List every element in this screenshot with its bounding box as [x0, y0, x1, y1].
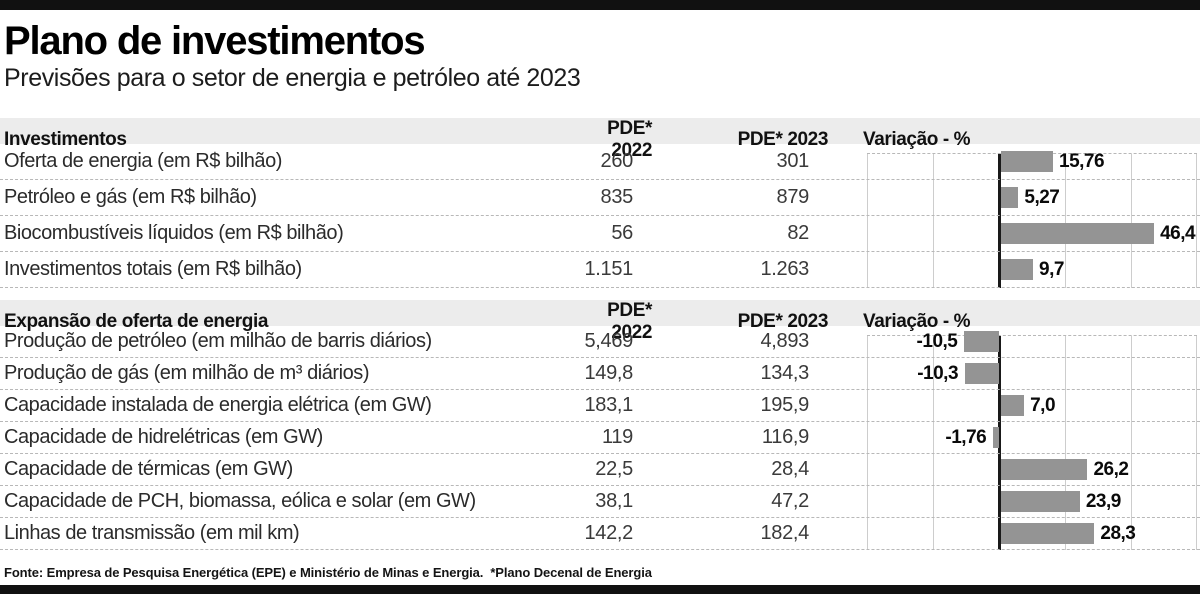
- value-pde-2023: 1.263: [760, 258, 809, 280]
- variation-value-label: 7,0: [1030, 394, 1056, 416]
- column-header-variation: Variação - %: [863, 129, 971, 150]
- variation-chart-cell: 46,4: [854, 216, 1200, 251]
- variation-bar: [1001, 395, 1025, 416]
- value-pde-2022: 142,2: [584, 522, 633, 544]
- section-body: Oferta de energia (em R$ bilhão) 260 301…: [0, 144, 1200, 288]
- page-title: Plano de investimentos: [4, 19, 426, 63]
- variation-value-label: -10,5: [916, 330, 958, 352]
- table-row: Oferta de energia (em R$ bilhão) 260 301…: [0, 144, 1200, 180]
- value-pde-2023: 47,2: [771, 490, 809, 512]
- table-row: Produção de gás (em milhão de m³ diários…: [0, 358, 1200, 390]
- variation-chart-cell: 9,7: [854, 252, 1200, 287]
- variation-bar: [993, 427, 999, 448]
- variation-bar: [1001, 459, 1088, 480]
- value-pde-2023: 4,893: [760, 330, 809, 352]
- table-row: Capacidade de PCH, biomassa, eólica e so…: [0, 486, 1200, 518]
- table-row: Biocombustíveis líquidos (em R$ bilhão) …: [0, 216, 1200, 252]
- value-pde-2022: 5,469: [584, 330, 633, 352]
- value-pde-2023: 195,9: [760, 394, 809, 416]
- variation-bar: [1001, 187, 1019, 208]
- variation-bar: [1001, 491, 1080, 512]
- column-header-pde-2023: PDE* 2023: [737, 311, 829, 332]
- section-expansao: Expansão de oferta de energia PDE* 2022 …: [0, 300, 1200, 550]
- variation-bar: [1001, 151, 1053, 172]
- page-subtitle: Previsões para o setor de energia e petr…: [4, 64, 581, 92]
- value-pde-2023: 82: [787, 222, 809, 244]
- value-pde-2022: 835: [600, 186, 634, 208]
- value-pde-2022: 119: [602, 426, 633, 448]
- row-label: Produção de petróleo (em milhão de barri…: [4, 330, 432, 352]
- variation-chart-cell: 5,27: [854, 180, 1200, 215]
- variation-chart-cell: 28,3: [854, 518, 1200, 549]
- variation-chart-cell: 7,0: [854, 390, 1200, 421]
- value-pde-2022: 38,1: [595, 490, 633, 512]
- table-row: Linhas de transmissão (em mil km) 142,2 …: [0, 518, 1200, 550]
- variation-value-label: 15,76: [1059, 150, 1105, 172]
- variation-bar: [1001, 259, 1033, 280]
- value-pde-2023: 879: [776, 186, 810, 208]
- row-label: Capacidade de PCH, biomassa, eólica e so…: [4, 490, 476, 512]
- column-header-pde-2023: PDE* 2023: [737, 129, 829, 150]
- row-label: Capacidade de térmicas (em GW): [4, 458, 293, 480]
- section-header-title: Investimentos: [4, 129, 127, 150]
- table-row: Capacidade de hidrelétricas (em GW) 119 …: [0, 422, 1200, 454]
- variation-bar: [965, 363, 999, 384]
- table-row: Capacidade instalada de energia elétrica…: [0, 390, 1200, 422]
- table-row: Petróleo e gás (em R$ bilhão) 835 879 5,…: [0, 180, 1200, 216]
- row-label: Produção de gás (em milhão de m³ diários…: [4, 362, 370, 384]
- value-pde-2022: 183,1: [584, 394, 633, 416]
- row-label: Investimentos totais (em R$ bilhão): [4, 258, 302, 280]
- value-pde-2022: 260: [600, 150, 634, 172]
- variation-chart-cell: -10,5: [854, 326, 1200, 357]
- value-pde-2022: 1.151: [584, 258, 633, 280]
- bottom-rule: [0, 585, 1200, 594]
- column-header-variation: Variação - %: [863, 311, 971, 332]
- section-investimentos: Investimentos PDE* 2022 PDE* 2023 Variaç…: [0, 118, 1200, 288]
- variation-chart-cell: 15,76: [854, 144, 1200, 179]
- variation-bar: [964, 331, 999, 352]
- row-label: Oferta de energia (em R$ bilhão): [4, 150, 282, 172]
- variation-chart-cell: -10,3: [854, 358, 1200, 389]
- variation-value-label: 26,2: [1093, 458, 1129, 480]
- variation-value-label: 5,27: [1024, 186, 1060, 208]
- row-label: Capacidade de hidrelétricas (em GW): [4, 426, 323, 448]
- row-label: Linhas de transmissão (em mil km): [4, 522, 300, 544]
- table-row: Produção de petróleo (em milhão de barri…: [0, 326, 1200, 358]
- variation-value-label: 9,7: [1039, 258, 1064, 280]
- value-pde-2022: 22,5: [595, 458, 633, 480]
- variation-value-label: 28,3: [1100, 522, 1136, 544]
- variation-chart-cell: -1,76: [854, 422, 1200, 453]
- row-label: Petróleo e gás (em R$ bilhão): [4, 186, 257, 208]
- row-label: Biocombustíveis líquidos (em R$ bilhão): [4, 222, 344, 244]
- variation-value-label: 23,9: [1085, 490, 1121, 512]
- variation-value-label: -1,76: [945, 426, 987, 448]
- variation-chart-cell: 23,9: [854, 486, 1200, 517]
- section-body: Produção de petróleo (em milhão de barri…: [0, 326, 1200, 550]
- value-pde-2023: 28,4: [771, 458, 809, 480]
- section-header-row: Expansão de oferta de energia PDE* 2022 …: [0, 300, 1200, 343]
- section-header-title: Expansão de oferta de energia: [4, 311, 268, 332]
- value-pde-2022: 149,8: [584, 362, 633, 384]
- variation-value-label: -10,3: [917, 362, 959, 384]
- value-pde-2023: 301: [776, 150, 810, 172]
- variation-value-label: 46,4: [1160, 222, 1196, 244]
- variation-bar: [1001, 223, 1155, 244]
- value-pde-2023: 134,3: [760, 362, 809, 384]
- value-pde-2023: 182,4: [760, 522, 809, 544]
- column-header-pde-2022: PDE* 2022: [607, 118, 652, 161]
- table-row: Capacidade de térmicas (em GW) 22,5 28,4…: [0, 454, 1200, 486]
- variation-chart-cell: 26,2: [854, 454, 1200, 485]
- value-pde-2022: 56: [611, 222, 633, 244]
- row-label: Capacidade instalada de energia elétrica…: [4, 394, 432, 416]
- table-row: Investimentos totais (em R$ bilhão) 1.15…: [0, 252, 1200, 288]
- column-header-pde-2022: PDE* 2022: [607, 300, 652, 343]
- variation-bar: [1001, 523, 1095, 544]
- top-rule: [0, 0, 1200, 10]
- value-pde-2023: 116,9: [761, 426, 809, 448]
- source-note: Fonte: Empresa de Pesquisa Energética (E…: [4, 565, 652, 580]
- section-header-row: Investimentos PDE* 2022 PDE* 2023 Variaç…: [0, 118, 1200, 161]
